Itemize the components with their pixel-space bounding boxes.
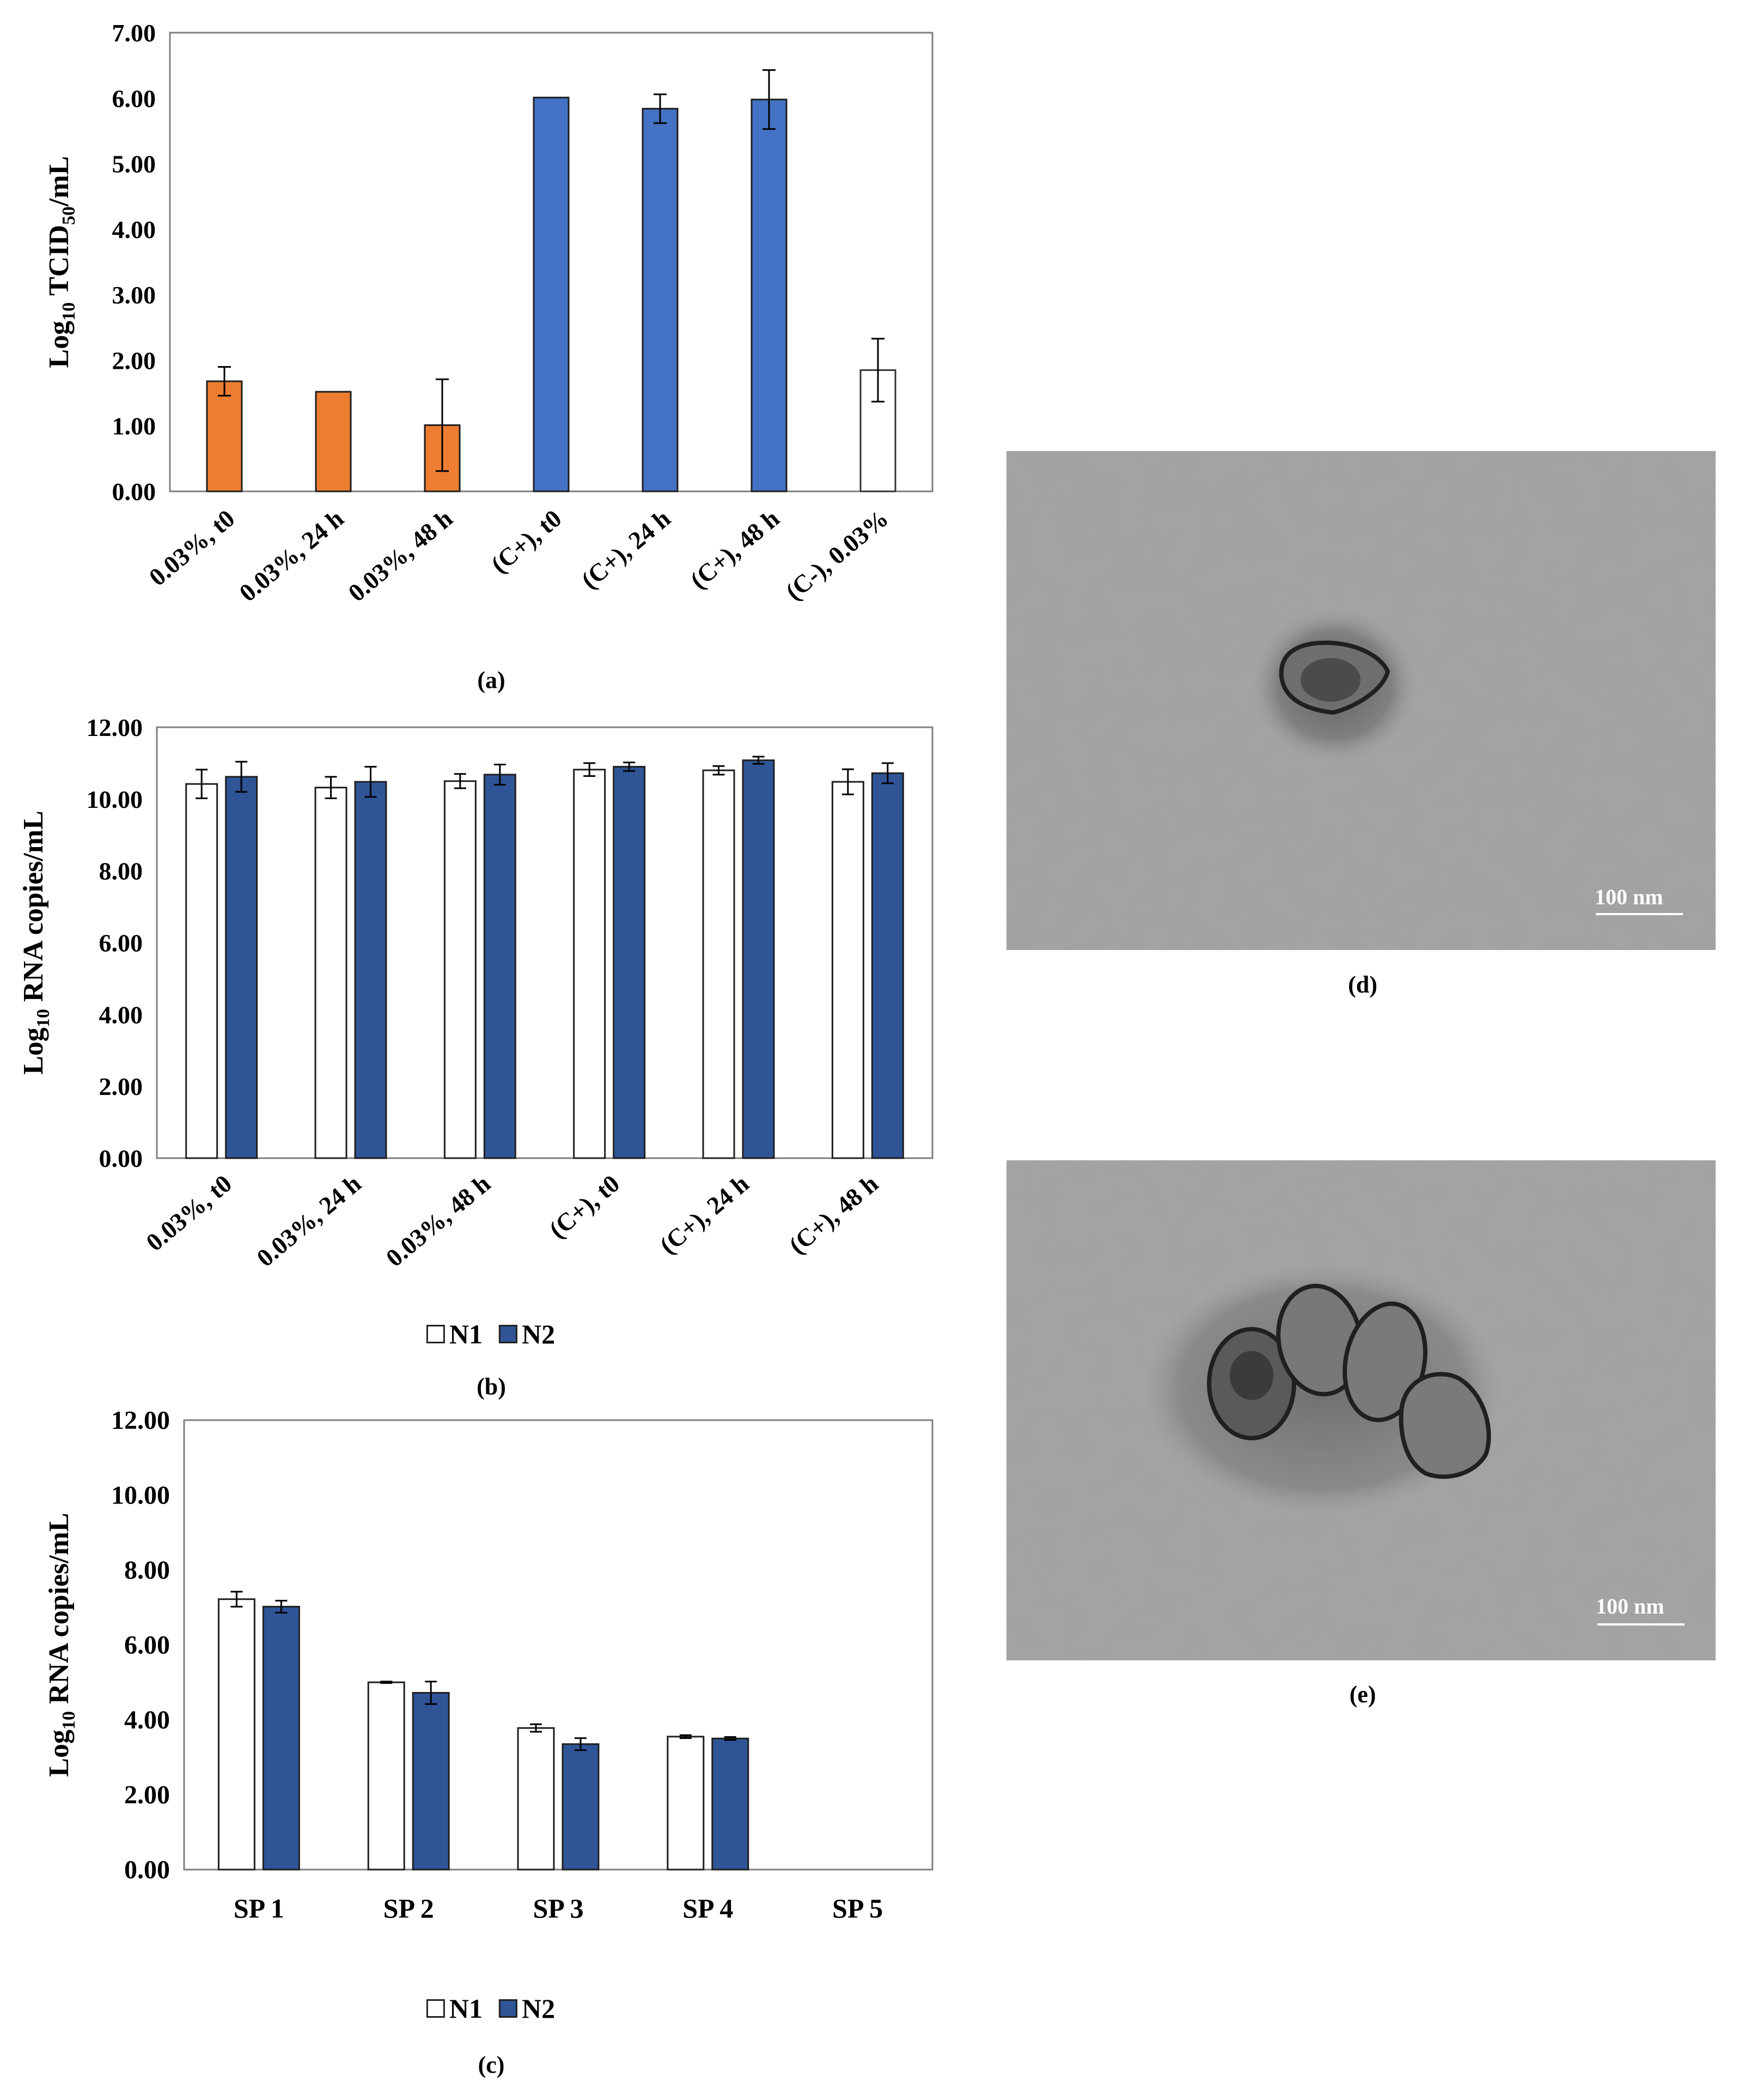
caption-c: (c) — [478, 2052, 505, 2078]
x-tick-label: 0.03%, 48 h — [381, 1170, 496, 1273]
y-tick-label: 6.00 — [124, 1631, 170, 1660]
x-tick-label: SP 5 — [832, 1893, 883, 1924]
legend-b: N1 N2 — [426, 1318, 565, 1350]
caption-d: (d) — [1348, 971, 1377, 998]
x-tick-label: (C+), t0 — [544, 1170, 625, 1244]
y-tick-label: 5.00 — [112, 150, 156, 178]
y-tick-label: 6.00 — [99, 929, 143, 957]
bar-n2 — [562, 1743, 600, 1871]
bar — [315, 391, 352, 492]
bar-n1 — [443, 780, 477, 1159]
bar-n2 — [354, 781, 387, 1159]
x-tick-label: 0.03%, t0 — [144, 504, 240, 592]
legend-label-n2: N2 — [522, 1993, 556, 2024]
y-tick-label: 0.00 — [124, 1855, 170, 1884]
y-tick-label: 12.00 — [111, 1406, 170, 1435]
x-tick-label: SP 2 — [383, 1893, 434, 1924]
legend-swatch-n2 — [499, 1999, 517, 2018]
legend-c: N1 N2 — [426, 1993, 565, 2024]
y-tick-label: 0.00 — [99, 1145, 143, 1172]
bar-n2 — [613, 766, 646, 1159]
y-tick-label: 2.00 — [124, 1781, 170, 1810]
tem-image-e: 100 nm — [1006, 1160, 1716, 1660]
x-tick-label: SP 4 — [682, 1893, 733, 1924]
x-tick-label: SP 3 — [533, 1893, 583, 1924]
plot-frame — [183, 1419, 934, 1871]
bar-n1 — [667, 1736, 705, 1871]
caption-b: (b) — [477, 1373, 506, 1400]
scale-bar-e — [1597, 1623, 1685, 1626]
x-tick-label: 0.03%, 24 h — [234, 504, 349, 607]
legend-label-n1: N1 — [449, 1319, 483, 1349]
scale-bar-d — [1596, 913, 1683, 915]
legend-swatch-n2 — [499, 1325, 517, 1343]
caption-a: (a) — [477, 667, 505, 693]
y-tick-label: 1.00 — [112, 412, 156, 440]
bar-n2 — [225, 776, 258, 1159]
virion-particle — [1343, 1301, 1428, 1422]
y-tick-label: 3.00 — [112, 281, 156, 309]
y-tick-label: 6.00 — [112, 84, 156, 112]
y-axis-label: Log10 TCID50/mL — [44, 156, 79, 368]
virion-particle — [1399, 1372, 1491, 1479]
bar-n1 — [702, 769, 735, 1159]
bar-n2 — [412, 1692, 450, 1871]
scale-label-e: 100 nm — [1596, 1594, 1664, 1618]
x-tick-label: 0.03%, 24 h — [251, 1170, 366, 1273]
legend-swatch-n1 — [426, 1325, 445, 1343]
x-tick-label: 0.03%, 48 h — [343, 504, 457, 607]
legend-label-n1: N1 — [449, 1993, 483, 2024]
bar — [751, 99, 788, 492]
caption-e: (e) — [1349, 1681, 1376, 1708]
bar-n1 — [217, 1598, 255, 1871]
legend-swatch-n1 — [426, 1999, 445, 2018]
bar-n2 — [871, 772, 904, 1159]
bar-n2 — [483, 774, 516, 1159]
y-axis-label: Log10 RNA copies/mL — [44, 1513, 79, 1777]
y-tick-label: 2.00 — [112, 346, 156, 374]
chart-b: 0.00 2.00 4.00 6.00 8.00 10.00 12.00 Log10 RNA … — [18, 714, 934, 1273]
bar-n1 — [367, 1681, 405, 1871]
bar-n1 — [314, 787, 347, 1159]
y-tick-label: 7.00 — [112, 19, 156, 47]
x-tick-label: (C-), 0.03% — [780, 504, 893, 606]
y-tick-label: 2.00 — [99, 1073, 143, 1100]
y-tick-label: 4.00 — [99, 1001, 143, 1028]
bar — [642, 108, 679, 492]
bar-n2 — [711, 1737, 749, 1871]
y-tick-label: 8.00 — [99, 857, 143, 885]
y-tick-label: 12.00 — [87, 714, 143, 741]
y-tick-label: 0.00 — [112, 478, 156, 506]
bar-n1 — [185, 783, 218, 1159]
bar-n2 — [742, 759, 775, 1159]
x-tick-label: 0.03%, t0 — [141, 1170, 237, 1257]
y-axis-label: Log10 RNA copies/mL — [18, 811, 53, 1075]
scale-label-d: 100 nm — [1595, 885, 1663, 909]
x-tick-label: (C+), 48 h — [784, 1170, 883, 1259]
chart-a: 0.00 1.00 2.00 3.00 4.00 5.00 6.00 7.00 Log10 TC… — [44, 19, 934, 607]
y-tick-label: 4.00 — [124, 1706, 170, 1734]
bar — [533, 96, 570, 492]
x-tick-label: SP 1 — [234, 1893, 284, 1924]
x-tick-label: (C+), 48 h — [685, 504, 784, 594]
y-tick-label: 4.00 — [112, 216, 156, 244]
legend-label-n2: N2 — [522, 1319, 556, 1349]
chart-c: 0.00 2.00 4.00 6.00 8.00 10.00 12.00 Log10 RNA … — [44, 1406, 934, 1924]
bar-n1 — [517, 1727, 555, 1871]
y-tick-label: 8.00 — [124, 1556, 170, 1585]
y-tick-label: 10.00 — [87, 786, 143, 813]
x-tick-label: (C+), 24 h — [654, 1170, 754, 1259]
y-tick-label: 10.00 — [111, 1481, 170, 1510]
bar-n1 — [831, 781, 864, 1159]
x-tick-label: (C+), t0 — [486, 504, 567, 579]
bar — [206, 380, 243, 492]
bar-n2 — [262, 1605, 300, 1871]
x-tick-label: (C+), 24 h — [576, 504, 675, 594]
bar-n1 — [573, 769, 606, 1159]
tem-image-d: 100 nm — [1006, 451, 1716, 950]
plot-frame — [156, 726, 934, 1159]
